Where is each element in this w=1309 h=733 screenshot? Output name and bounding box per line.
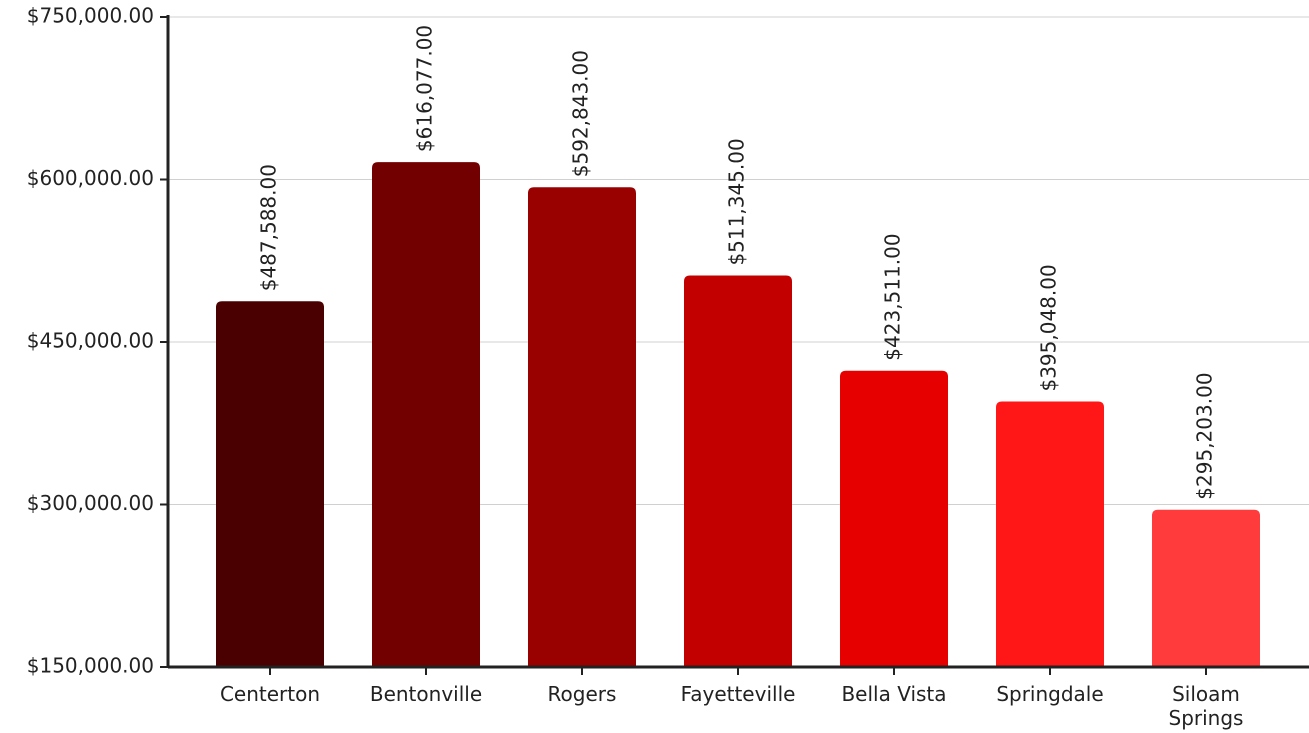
x-tick-label: Fayetteville [680,682,796,706]
value-label: $487,588.00 [257,164,281,291]
x-tick-label: Springdale [996,682,1104,706]
y-tick-label: $450,000.00 [27,329,154,353]
value-label: $616,077.00 [413,25,437,152]
y-tick-label: $150,000.00 [27,654,154,678]
value-label: $592,843.00 [569,50,593,177]
value-label: $511,345.00 [725,138,749,265]
bar [528,187,636,667]
bar [216,301,324,667]
y-tick-label: $600,000.00 [27,166,154,190]
bar [684,275,792,667]
y-tick-label: $750,000.00 [27,4,154,28]
value-label: $395,048.00 [1037,264,1061,391]
bar [996,401,1104,667]
bar [1152,509,1260,667]
bar [840,370,948,667]
x-tick-label: Centerton [219,682,321,706]
x-tick-label: Siloam Springs [1168,682,1244,730]
x-tick-label: Bentonville [369,682,483,706]
x-tick-label: Rogers [547,682,617,706]
value-label: $295,203.00 [1193,372,1217,499]
x-tick-label: Bella Vista [841,682,947,706]
value-label: $423,511.00 [881,233,905,360]
bar [372,162,480,667]
y-tick-label: $300,000.00 [27,491,154,515]
